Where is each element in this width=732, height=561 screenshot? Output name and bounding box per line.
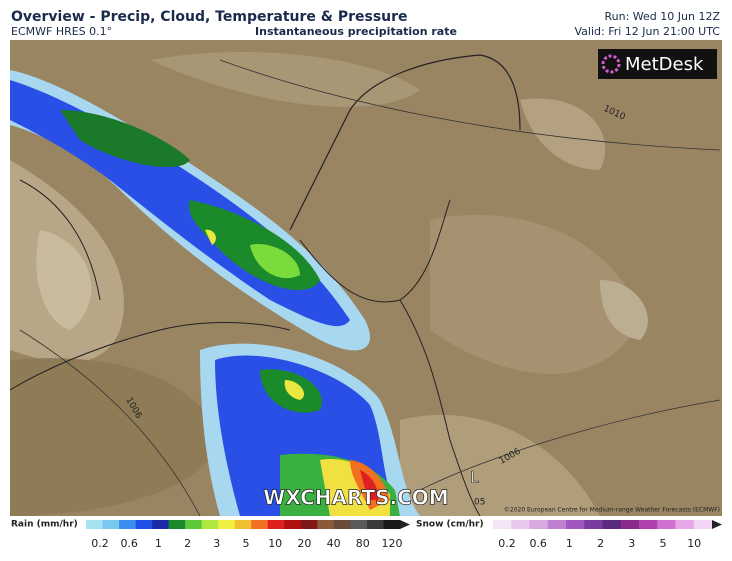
colorbar-swatch [675,520,695,529]
colorbar-swatch [185,520,202,529]
legend-label: 20 [297,537,311,550]
colorbar-swatch [135,520,153,529]
legend-label: 80 [356,537,370,550]
map: 1010 1006 1006 05 L MetDesk WXCHARTS.COM… [10,40,722,516]
colorbar-swatch [218,520,236,529]
legend-label: 120 [382,537,403,550]
colorbar-swatch [620,520,640,529]
colorbar-arrow [712,520,722,529]
legend-label: 10 [687,537,701,550]
colorbar-swatch [251,520,269,529]
colorbar-swatch [234,520,252,529]
colorbar-swatch [152,520,169,529]
colorbar-swatch [529,520,549,529]
legend-label: 0.2 [498,537,516,550]
legend-label: 3 [628,537,635,550]
brand-logo [601,54,621,74]
copyright: ©2020 European Centre for Medium-range W… [504,507,720,514]
colorbar-swatch [86,520,103,529]
run: Run: Wed 10 Jun 12Z [605,10,721,23]
snow-title: Snow (cm/hr) [416,520,484,530]
legend-label: 40 [327,537,341,550]
colorbar-swatch [350,520,368,529]
title: Overview - Precip, Cloud, Temperature & … [11,9,408,25]
colorbar-swatch [267,520,285,529]
legend-label: 0.6 [529,537,547,550]
legend-label: 5 [660,537,667,550]
isobar-label: 05 [474,498,485,508]
legend: Rain (mm/hr) Snow (cm/hr) 0.2 0.6 1 2 3 5 10 20… [11,520,722,550]
legend-label: 2 [597,537,604,550]
colorbar-swatch [102,520,120,529]
colorbar-swatch [284,520,302,529]
legend-label: 10 [268,537,282,550]
colorbar-swatch [493,520,512,529]
low-marker: L [470,468,479,487]
colorbar-swatch [333,520,351,529]
colorbar-swatch [547,520,567,529]
legend-label: 2 [184,537,191,550]
rain-title: Rain (mm/hr) [11,520,78,530]
parameter: Instantaneous precipitation rate [255,25,457,38]
legend-label: 1 [566,537,573,550]
colorbar-swatch [317,520,335,529]
watermark: WXCHARTS.COM [263,486,448,510]
colorbar-swatch [566,520,585,529]
colorbar-swatch [639,520,658,529]
colorbar-swatch [168,520,186,529]
model: ECMWF HRES 0.1° [11,25,112,38]
colorbar-swatch [602,520,622,529]
colorbar-swatch [584,520,603,529]
colorbar-swatch [511,520,530,529]
colorbar-swatch [693,520,713,529]
colorbar-swatch [119,520,136,529]
colorbar-swatch [201,520,219,529]
colorbar-swatch [383,520,401,529]
colorbar-arrow [400,520,410,529]
legend-label: 0.6 [120,537,138,550]
colorbar-swatch [657,520,676,529]
valid: Valid: Fri 12 Jun 21:00 UTC [575,25,721,38]
colorbar-swatch [366,520,384,529]
legend-label: 0.2 [91,537,109,550]
legend-label: 3 [213,537,220,550]
colorbar-swatch [300,520,318,529]
brand: MetDesk [625,54,704,75]
legend-label: 1 [155,537,162,550]
legend-label: 5 [243,537,250,550]
